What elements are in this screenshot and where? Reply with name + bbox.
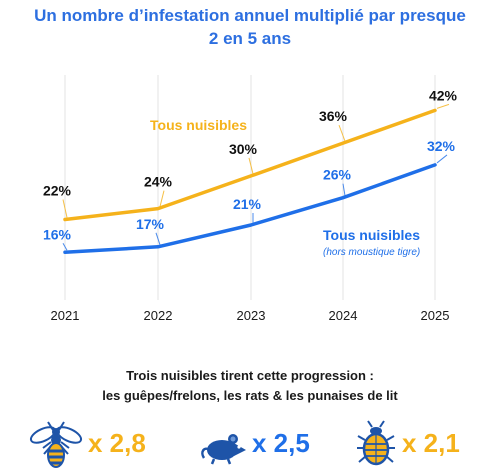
wasp-icon xyxy=(29,421,83,468)
line-chart: 22%24%30%36%42%16%17%21%26%32% 2021 2022 2… xyxy=(43,75,458,323)
data-label-0-3: 36% xyxy=(319,108,348,124)
chart-grid xyxy=(64,75,436,300)
data-label-0-2: 30% xyxy=(229,141,258,157)
data-label-1-3: 26% xyxy=(323,167,352,183)
bedbug-icon xyxy=(357,420,395,466)
wasp-multiplier: x 2,8 xyxy=(88,428,146,458)
data-label-1-2: 21% xyxy=(233,196,262,212)
x-tick-label: 2023 xyxy=(237,308,266,323)
data-label-leader xyxy=(62,243,68,251)
data-label-leader xyxy=(62,199,68,218)
data-label-leader xyxy=(159,190,165,207)
caption: Trois nuisibles tirent cette progression… xyxy=(0,366,500,406)
data-label-1-0: 16% xyxy=(43,226,72,242)
chart-title: Un nombre d’infestation annuel multiplié… xyxy=(0,4,500,50)
x-tick-label: 2025 xyxy=(421,308,450,323)
legend-excl-tiger-note: (hors moustique tigre) xyxy=(323,247,420,258)
data-label-leader xyxy=(436,154,448,164)
chart-title-line1: Un nombre d’infestation annuel multiplié… xyxy=(34,6,466,25)
data-label-0-4: 42% xyxy=(429,87,458,103)
series-line-1 xyxy=(63,163,437,255)
rat-multiplier: x 2,5 xyxy=(252,428,310,458)
x-axis: 2021 2022 2023 2024 2025 xyxy=(51,308,450,323)
data-label-leader xyxy=(342,183,346,196)
data-label-1-1: 17% xyxy=(136,216,165,232)
data-label-leader xyxy=(338,124,346,142)
data-label-0-1: 24% xyxy=(144,174,173,190)
data-label-leader xyxy=(436,103,450,109)
rat-icon xyxy=(201,434,246,465)
data-label-1-4: 32% xyxy=(427,138,456,154)
data-label-0-0: 22% xyxy=(43,183,72,199)
caption-line1: Trois nuisibles tirent cette progression… xyxy=(126,368,374,383)
caption-line2: les guêpes/frelons, les rats & les punai… xyxy=(102,388,398,403)
x-tick-label: 2021 xyxy=(51,308,80,323)
x-tick-label: 2024 xyxy=(329,308,358,323)
legend-all-pests: Tous nuisibles xyxy=(150,117,247,133)
x-tick-label: 2022 xyxy=(144,308,173,323)
chart-legend: Tous nuisibles Tous nuisibles (hors mousti… xyxy=(150,117,420,258)
chart-title-line2: 2 en 5 ans xyxy=(208,29,292,48)
bedbug-multiplier: x 2,1 xyxy=(402,428,460,458)
chart-data-labels: 22% 24% 30% 36% 42% 16% 17% 21% 26% 32% xyxy=(43,87,458,251)
chart-lines xyxy=(63,108,437,255)
series-line-0 xyxy=(63,108,437,222)
data-label-leader xyxy=(248,157,254,174)
legend-excl-tiger: Tous nuisibles xyxy=(323,227,420,243)
data-label-leader xyxy=(155,232,161,245)
